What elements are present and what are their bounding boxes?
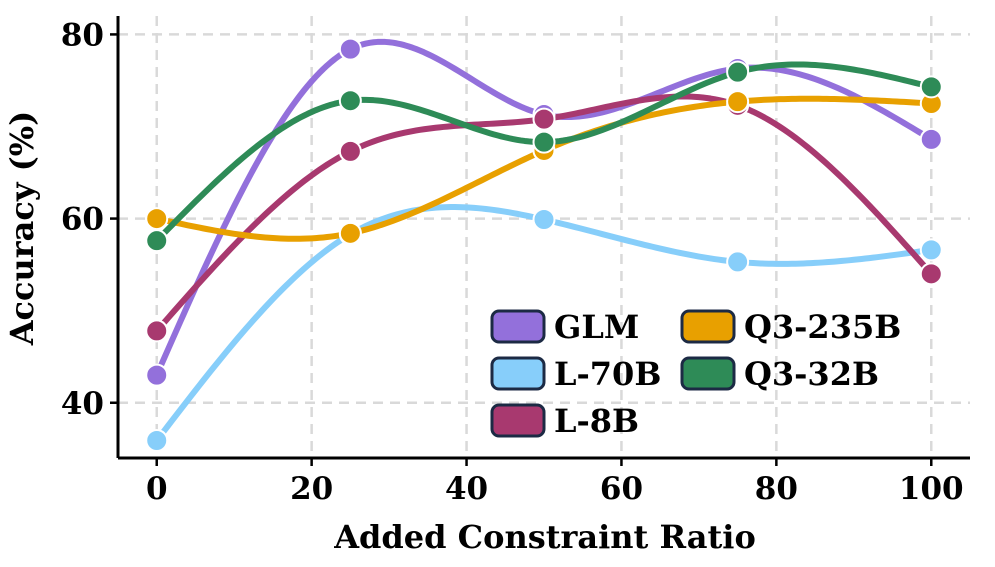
data-point-q3-32b [145, 229, 169, 253]
data-point-l-8b [919, 262, 943, 286]
data-point-q3-32b [532, 130, 556, 154]
data-point-l-8b [145, 319, 169, 343]
legend: GLM L-70B L-8B Q3-235B Q3-32B [490, 308, 901, 440]
y-tick-label: 40 [61, 386, 104, 422]
legend-label-q3-235b: Q3-235B [744, 308, 901, 346]
x-tick-label: 80 [755, 471, 798, 507]
legend-label-l-8b: L-8B [554, 402, 639, 440]
y-tick-label: 80 [61, 17, 104, 53]
x-tick-label: 60 [600, 471, 643, 507]
legend-label-l-70b: L-70B [554, 355, 661, 393]
legend-swatch-l-8b [490, 403, 546, 438]
ticks: 0 20 40 60 80 100 40 60 80 [61, 17, 964, 507]
data-point-q3-32b [338, 89, 362, 113]
data-point-q3-235b [145, 207, 169, 231]
y-axis-title: Accuracy (%) [3, 111, 41, 347]
legend-swatch-l-70b [490, 356, 546, 391]
data-point-q3-235b [338, 221, 362, 245]
data-point-l-8b [532, 107, 556, 131]
data-point-l-8b [338, 139, 362, 163]
legend-swatch-q3-32b [680, 356, 736, 391]
y-tick-label: 60 [61, 202, 104, 238]
x-tick-label: 20 [290, 471, 333, 507]
data-points [145, 37, 943, 453]
data-point-q3-32b [726, 60, 750, 84]
data-point-glm [145, 363, 169, 387]
x-tick-label: 40 [445, 471, 488, 507]
legend-label-q3-32b: Q3-32B [744, 355, 879, 393]
data-point-q3-235b [726, 90, 750, 114]
x-axis-title: Added Constraint Ratio [333, 518, 756, 556]
data-point-l-70b [726, 250, 750, 274]
x-tick-label: 0 [146, 471, 168, 507]
data-point-glm [338, 37, 362, 61]
legend-label-glm: GLM [554, 308, 639, 346]
axes [116, 16, 970, 460]
data-point-l-70b [919, 238, 943, 262]
data-point-glm [919, 127, 943, 151]
data-point-q3-32b [919, 75, 943, 99]
data-point-l-70b [532, 208, 556, 232]
x-tick-label: 100 [899, 471, 964, 507]
data-point-l-70b [145, 429, 169, 453]
legend-swatch-q3-235b [680, 309, 736, 344]
legend-swatch-glm [490, 309, 546, 344]
